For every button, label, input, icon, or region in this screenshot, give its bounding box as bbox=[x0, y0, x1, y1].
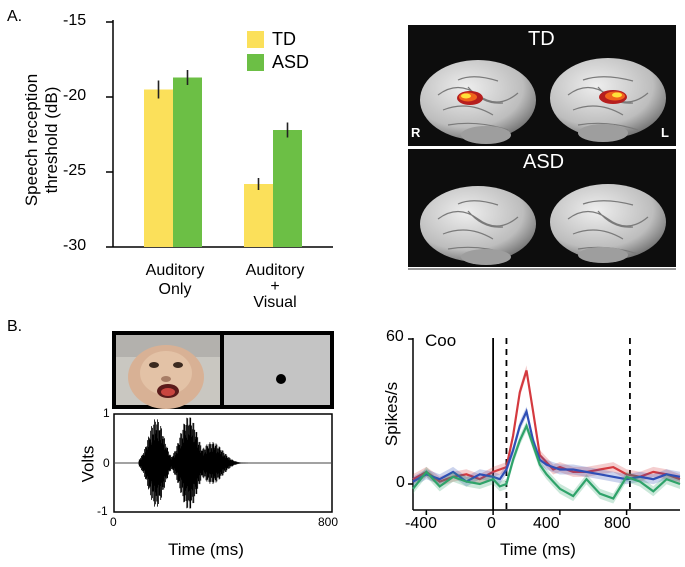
panel-b-label: B. bbox=[7, 318, 23, 335]
psth-xtick-label: 800 bbox=[604, 515, 631, 532]
brain-asd-label: ASD bbox=[523, 151, 565, 173]
brain-td-label: TD bbox=[528, 28, 555, 50]
brain-images-td bbox=[420, 58, 666, 144]
psth-xtick-label: 400 bbox=[533, 515, 560, 532]
bar-series-group bbox=[144, 70, 302, 247]
psth-title: Coo bbox=[425, 331, 457, 350]
brain-right-marker: R bbox=[411, 125, 421, 140]
activation-cluster-right bbox=[457, 91, 483, 105]
waveform-ytick-label: 1 bbox=[103, 406, 110, 420]
psth-series bbox=[412, 365, 681, 504]
brain-left-hemisphere-td bbox=[550, 58, 666, 142]
psth-ytick-label: 0 bbox=[396, 474, 405, 491]
psth-xticks bbox=[425, 510, 628, 515]
bar-ytick-label: -20 bbox=[63, 87, 87, 104]
brain-images-asd bbox=[420, 184, 666, 265]
psth-ylabel: Spikes/s bbox=[382, 381, 402, 447]
bar-td bbox=[144, 89, 173, 247]
bar-ytick-label: -25 bbox=[63, 162, 87, 179]
bar-category-line: Visual bbox=[253, 294, 297, 311]
monkey-face-image bbox=[116, 335, 220, 409]
legend-label-asd: ASD bbox=[272, 52, 310, 72]
legend-swatch-td bbox=[247, 31, 264, 48]
brain-panel-asd: ASD bbox=[408, 149, 676, 267]
bar-category-label: Auditory + Visual bbox=[220, 261, 330, 312]
waveform-ytick-label: -1 bbox=[97, 504, 108, 518]
psth-xlabel: Time (ms) bbox=[500, 540, 576, 559]
stimulus-frame bbox=[112, 331, 334, 409]
bar-category-line: Only bbox=[158, 281, 192, 298]
brain-left-marker: L bbox=[661, 125, 669, 140]
waveform-xtick-label: 800 bbox=[318, 515, 339, 529]
waveform-ytick-label: 0 bbox=[103, 456, 110, 470]
psth-ytick-label: 60 bbox=[386, 328, 404, 345]
brain-panel-bottom-rule bbox=[408, 268, 676, 270]
psth-series-line bbox=[412, 370, 681, 483]
psth-xtick-label: -400 bbox=[405, 515, 438, 532]
brain-left-hemisphere-asd bbox=[550, 184, 666, 263]
bar-category-line: Auditory bbox=[245, 262, 305, 279]
bar-td bbox=[244, 184, 273, 247]
psth-event-lines bbox=[492, 338, 631, 510]
psth-series-line bbox=[412, 423, 681, 500]
bar-category-label: Auditory Only bbox=[120, 261, 230, 299]
bar-asd bbox=[173, 77, 202, 247]
bar-ytick-label: -15 bbox=[63, 12, 87, 29]
panel-a-label: A. bbox=[7, 8, 23, 25]
waveform-xtick-label: 0 bbox=[110, 515, 117, 529]
legend-swatch-asd bbox=[247, 54, 264, 71]
fixation-screen bbox=[224, 335, 330, 405]
legend-label-td: TD bbox=[272, 29, 296, 49]
waveform-trace bbox=[138, 417, 248, 509]
bar-asd bbox=[273, 130, 302, 247]
brain-right-hemisphere-asd bbox=[420, 186, 536, 265]
bar-category-line: + bbox=[270, 278, 280, 295]
waveform-xlabel: Time (ms) bbox=[168, 540, 244, 559]
brain-panel-td: TD R L bbox=[408, 25, 676, 146]
activation-cluster-left bbox=[599, 90, 627, 104]
bar-category-line: Auditory bbox=[145, 262, 205, 279]
bar-ytick-label: -30 bbox=[63, 237, 87, 254]
psth-xtick-label: 0 bbox=[487, 515, 496, 532]
fixation-dot bbox=[276, 374, 286, 384]
brain-right-hemisphere-td bbox=[420, 60, 536, 144]
